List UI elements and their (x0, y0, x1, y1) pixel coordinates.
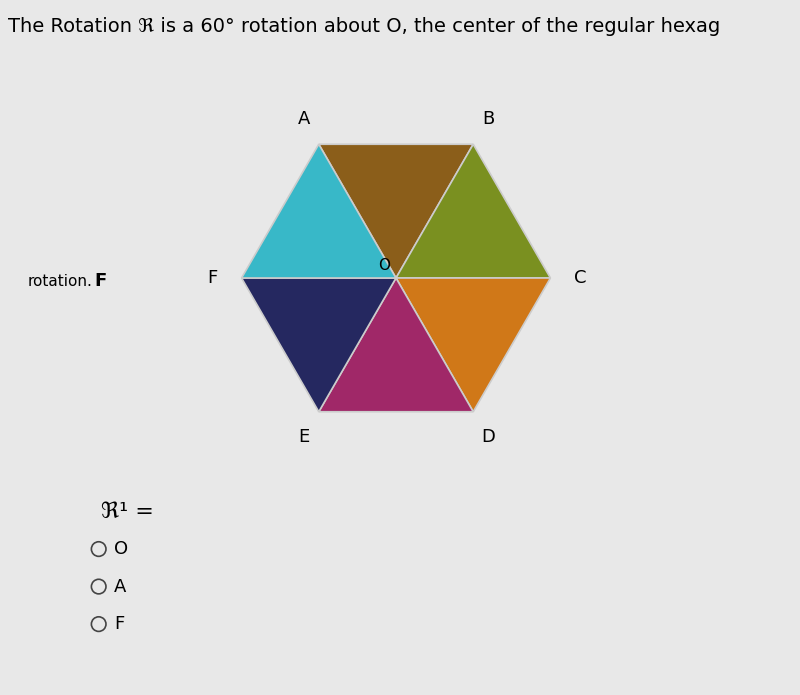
Text: F: F (114, 615, 125, 633)
Text: A: A (298, 110, 310, 128)
Text: O: O (114, 540, 129, 558)
Polygon shape (318, 145, 474, 278)
Polygon shape (242, 145, 396, 278)
Text: F: F (94, 272, 106, 291)
Polygon shape (396, 145, 550, 278)
Text: C: C (574, 269, 586, 287)
Polygon shape (242, 278, 396, 411)
Text: ℜ¹ =: ℜ¹ = (101, 502, 154, 521)
Text: rotation.: rotation. (28, 274, 93, 289)
Polygon shape (318, 278, 474, 411)
Text: D: D (481, 428, 495, 446)
Text: F: F (207, 269, 218, 287)
Text: O: O (378, 258, 390, 273)
Text: B: B (482, 110, 494, 128)
Text: E: E (298, 428, 310, 446)
Text: The Rotation ℜ is a 60° rotation about O, the center of the regular hexag: The Rotation ℜ is a 60° rotation about O… (8, 17, 720, 36)
Text: A: A (114, 578, 126, 596)
Polygon shape (396, 278, 550, 411)
